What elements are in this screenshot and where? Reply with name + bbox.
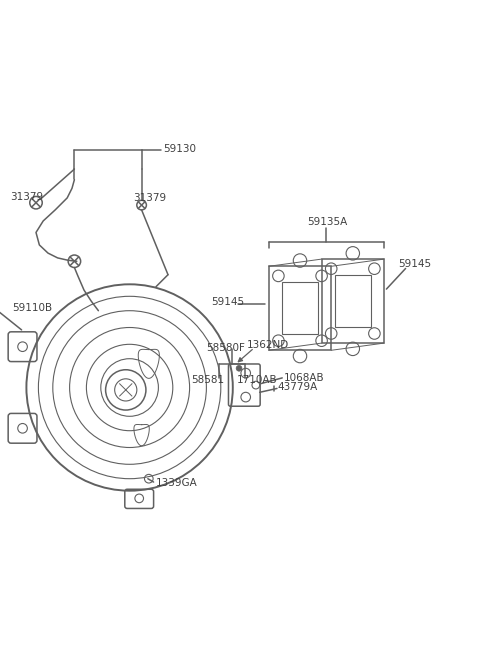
- Text: 43779A: 43779A: [278, 383, 318, 392]
- Text: 59135A: 59135A: [307, 217, 348, 227]
- Text: 59145: 59145: [398, 259, 432, 269]
- Text: 59130: 59130: [163, 144, 196, 155]
- Text: 31379: 31379: [133, 193, 167, 203]
- Circle shape: [236, 365, 242, 371]
- Text: 31379: 31379: [11, 192, 44, 202]
- Text: 59145: 59145: [211, 297, 244, 307]
- Text: 58581: 58581: [191, 375, 224, 385]
- Text: 1362ND: 1362ND: [247, 340, 289, 350]
- Text: 1710AB: 1710AB: [237, 375, 278, 385]
- Text: 1068AB: 1068AB: [284, 373, 324, 383]
- Text: 1339GA: 1339GA: [156, 478, 198, 488]
- Text: 58580F: 58580F: [206, 343, 245, 352]
- Text: 59110B: 59110B: [12, 303, 52, 313]
